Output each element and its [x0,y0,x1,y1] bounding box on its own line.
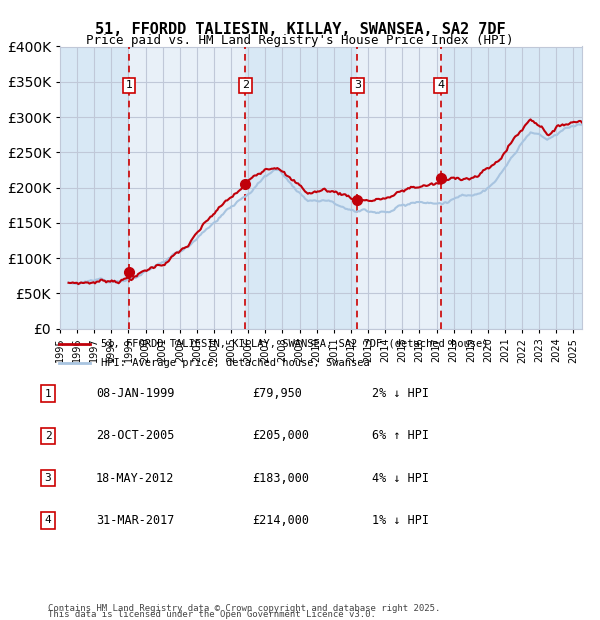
Text: £205,000: £205,000 [252,430,309,442]
Text: 1% ↓ HPI: 1% ↓ HPI [372,514,429,526]
Text: 3: 3 [44,473,52,483]
Text: £183,000: £183,000 [252,472,309,484]
Text: HPI: Average price, detached house, Swansea: HPI: Average price, detached house, Swan… [101,358,370,368]
Text: 6% ↑ HPI: 6% ↑ HPI [372,430,429,442]
Bar [245,46,358,329]
Text: Price paid vs. HM Land Registry's House Price Index (HPI): Price paid vs. HM Land Registry's House … [86,34,514,47]
Text: 51, FFORDD TALIESIN, KILLAY, SWANSEA, SA2 7DF (detached house): 51, FFORDD TALIESIN, KILLAY, SWANSEA, SA… [101,339,488,349]
Text: 2% ↓ HPI: 2% ↓ HPI [372,388,429,400]
Bar [129,46,245,329]
Text: 08-JAN-1999: 08-JAN-1999 [96,388,175,400]
Text: 3: 3 [354,80,361,91]
Text: 4: 4 [437,80,445,91]
Bar [441,46,582,329]
Text: 51, FFORDD TALIESIN, KILLAY, SWANSEA, SA2 7DF: 51, FFORDD TALIESIN, KILLAY, SWANSEA, SA… [95,22,505,37]
Text: This data is licensed under the Open Government Licence v3.0.: This data is licensed under the Open Gov… [48,609,376,619]
Text: £79,950: £79,950 [252,388,302,400]
Text: 28-OCT-2005: 28-OCT-2005 [96,430,175,442]
Bar [358,46,441,329]
Text: Contains HM Land Registry data © Crown copyright and database right 2025.: Contains HM Land Registry data © Crown c… [48,603,440,613]
Text: 18-MAY-2012: 18-MAY-2012 [96,472,175,484]
Text: 2: 2 [242,80,249,91]
Text: 31-MAR-2017: 31-MAR-2017 [96,514,175,526]
Bar [68,46,129,329]
Text: 4% ↓ HPI: 4% ↓ HPI [372,472,429,484]
Text: 2: 2 [44,431,52,441]
Text: 1: 1 [44,389,52,399]
Text: £214,000: £214,000 [252,514,309,526]
Text: 4: 4 [44,515,52,525]
Text: 1: 1 [125,80,133,91]
